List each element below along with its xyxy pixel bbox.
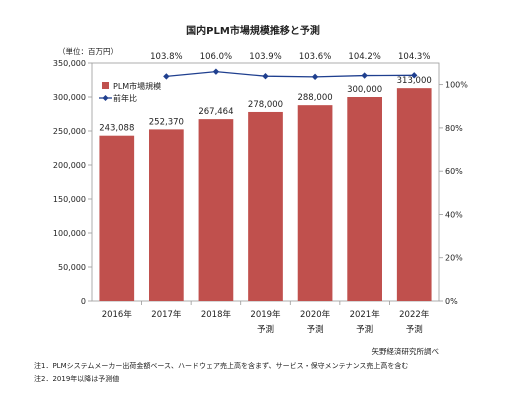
y-right-tick-label: 60% [445, 167, 463, 176]
bar [198, 119, 234, 301]
y-right-tick-label: 0% [445, 297, 458, 306]
yoy-point [262, 72, 269, 80]
y-left-tick-label: 0 [81, 297, 86, 306]
y-left-tick-label: 300,000 [53, 93, 86, 102]
y-left-tick-label: 50,000 [58, 263, 86, 272]
legend-label-line: 前年比 [113, 93, 137, 103]
bar-value-label: 278,000 [248, 100, 283, 110]
legend-label-bar: PLM市場規模 [113, 81, 161, 91]
unit-label: （単位：百万円） [58, 46, 118, 56]
bar-value-label: 243,088 [99, 124, 134, 134]
x-tick-label: 2017年 [151, 309, 182, 320]
bar [149, 129, 184, 301]
legend-swatch-marker [102, 95, 109, 101]
y-left-tick-label: 350,000 [53, 59, 86, 68]
y-left-tick-label: 150,000 [53, 195, 86, 204]
source-credit: 矢野経済研究所調べ [372, 346, 440, 356]
x-tick-label: 2019年 [250, 309, 281, 320]
yoy-value-label: 103.6% [299, 52, 331, 62]
yoy-value-label: 104.2% [348, 52, 380, 62]
y-right-tick-label: 80% [445, 124, 463, 133]
bar-value-label: 313,000 [397, 76, 432, 86]
x-tick-label: 2020年 [300, 309, 331, 320]
y-left-tick-label: 250,000 [53, 127, 86, 136]
bar-value-label: 300,000 [347, 85, 382, 95]
y-left-tick-label: 200,000 [53, 161, 86, 170]
yoy-value-label: 103.8% [150, 52, 182, 62]
x-tick-label: 2016年 [102, 309, 133, 320]
x-tick-note: 予測 [307, 324, 324, 335]
y-right-tick-label: 20% [445, 254, 463, 263]
note-2: 注2．2019年以降は予測値 [34, 374, 119, 383]
yoy-point [361, 72, 368, 79]
bar-value-label: 288,000 [297, 93, 332, 103]
legend-swatch-bar [102, 82, 109, 89]
x-tick-label: 2022年 [399, 309, 430, 320]
yoy-point [411, 72, 418, 79]
yoy-point [311, 73, 319, 81]
yoy-point [163, 73, 170, 80]
bar [347, 97, 382, 301]
yoy-line [166, 71, 415, 78]
y-right-tick-label: 100% [445, 81, 468, 90]
bar [99, 135, 135, 301]
y-right-tick-label: 40% [445, 210, 463, 219]
x-tick-label: 2018年 [201, 309, 232, 320]
chart-title: 国内PLM市場規模推移と予測 [186, 24, 320, 37]
bar [248, 111, 283, 302]
yoy-value-label: 106.0% [200, 52, 232, 62]
y-left-tick-label: 100,000 [53, 229, 86, 238]
yoy-point [212, 68, 220, 75]
x-tick-label: 2021年 [350, 309, 381, 320]
x-tick-note: 予測 [406, 324, 423, 335]
x-tick-note: 予測 [257, 324, 274, 335]
note-1: 注1．PLMシステムメーカー出荷金額ベース、ハードウェア売上高を含まず、サービス… [34, 361, 408, 370]
yoy-value-label: 104.3% [398, 52, 430, 62]
x-tick-note: 予測 [356, 324, 373, 335]
bar [297, 105, 333, 301]
bar-value-label: 252,370 [149, 117, 184, 127]
bar [396, 88, 432, 301]
yoy-value-label: 103.9% [249, 52, 281, 62]
bar-value-label: 267,464 [198, 107, 233, 117]
